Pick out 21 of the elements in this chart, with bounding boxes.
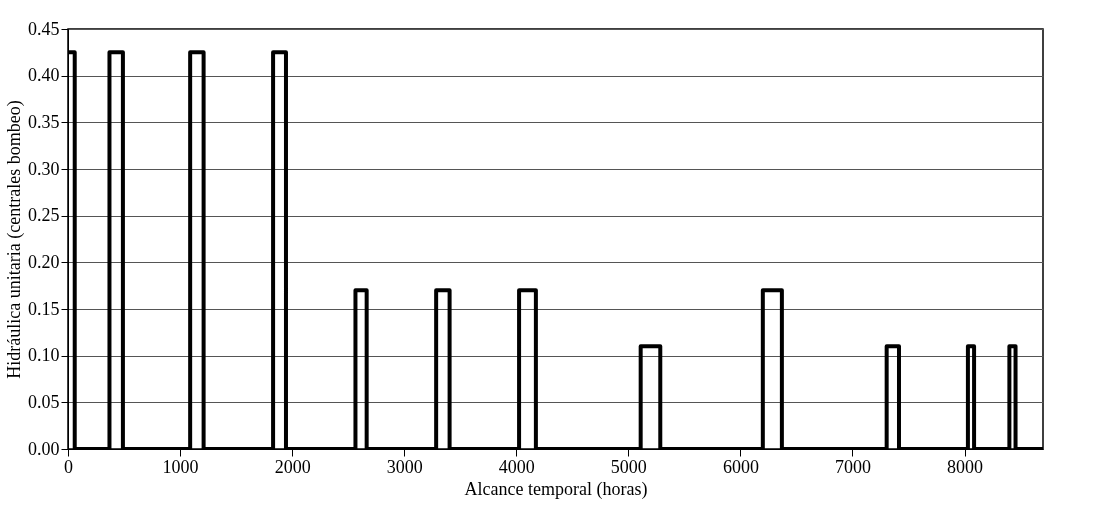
y-tick-label: 0.45	[28, 18, 60, 39]
y-tick-label: 0.30	[28, 158, 60, 179]
x-tick-label: 0	[64, 456, 73, 477]
y-axis-title: Hidráulica unitaria (centrales bombeo)	[4, 100, 25, 379]
x-tick-label: 8000	[947, 456, 984, 477]
y-tick-label: 0.15	[28, 298, 60, 319]
x-tick-label: 4000	[498, 456, 535, 477]
x-tick-label: 7000	[834, 456, 871, 477]
y-tick-label: 0.40	[28, 65, 60, 86]
y-tick-label: 0.20	[28, 251, 60, 272]
x-tick-label: 5000	[610, 456, 647, 477]
y-tick-label: 0.25	[28, 205, 60, 226]
x-tick-label: 1000	[162, 456, 199, 477]
x-axis-title: Alcance temporal (horas)	[464, 478, 648, 500]
x-tick-label: 3000	[386, 456, 423, 477]
y-tick-label: 0.10	[28, 345, 60, 366]
x-tick-label: 6000	[722, 456, 759, 477]
y-tick-label: 0.05	[28, 391, 60, 412]
x-tick-label: 2000	[274, 456, 311, 477]
y-tick-label: 0.35	[28, 111, 60, 132]
y-tick-label: 0.00	[28, 438, 60, 459]
